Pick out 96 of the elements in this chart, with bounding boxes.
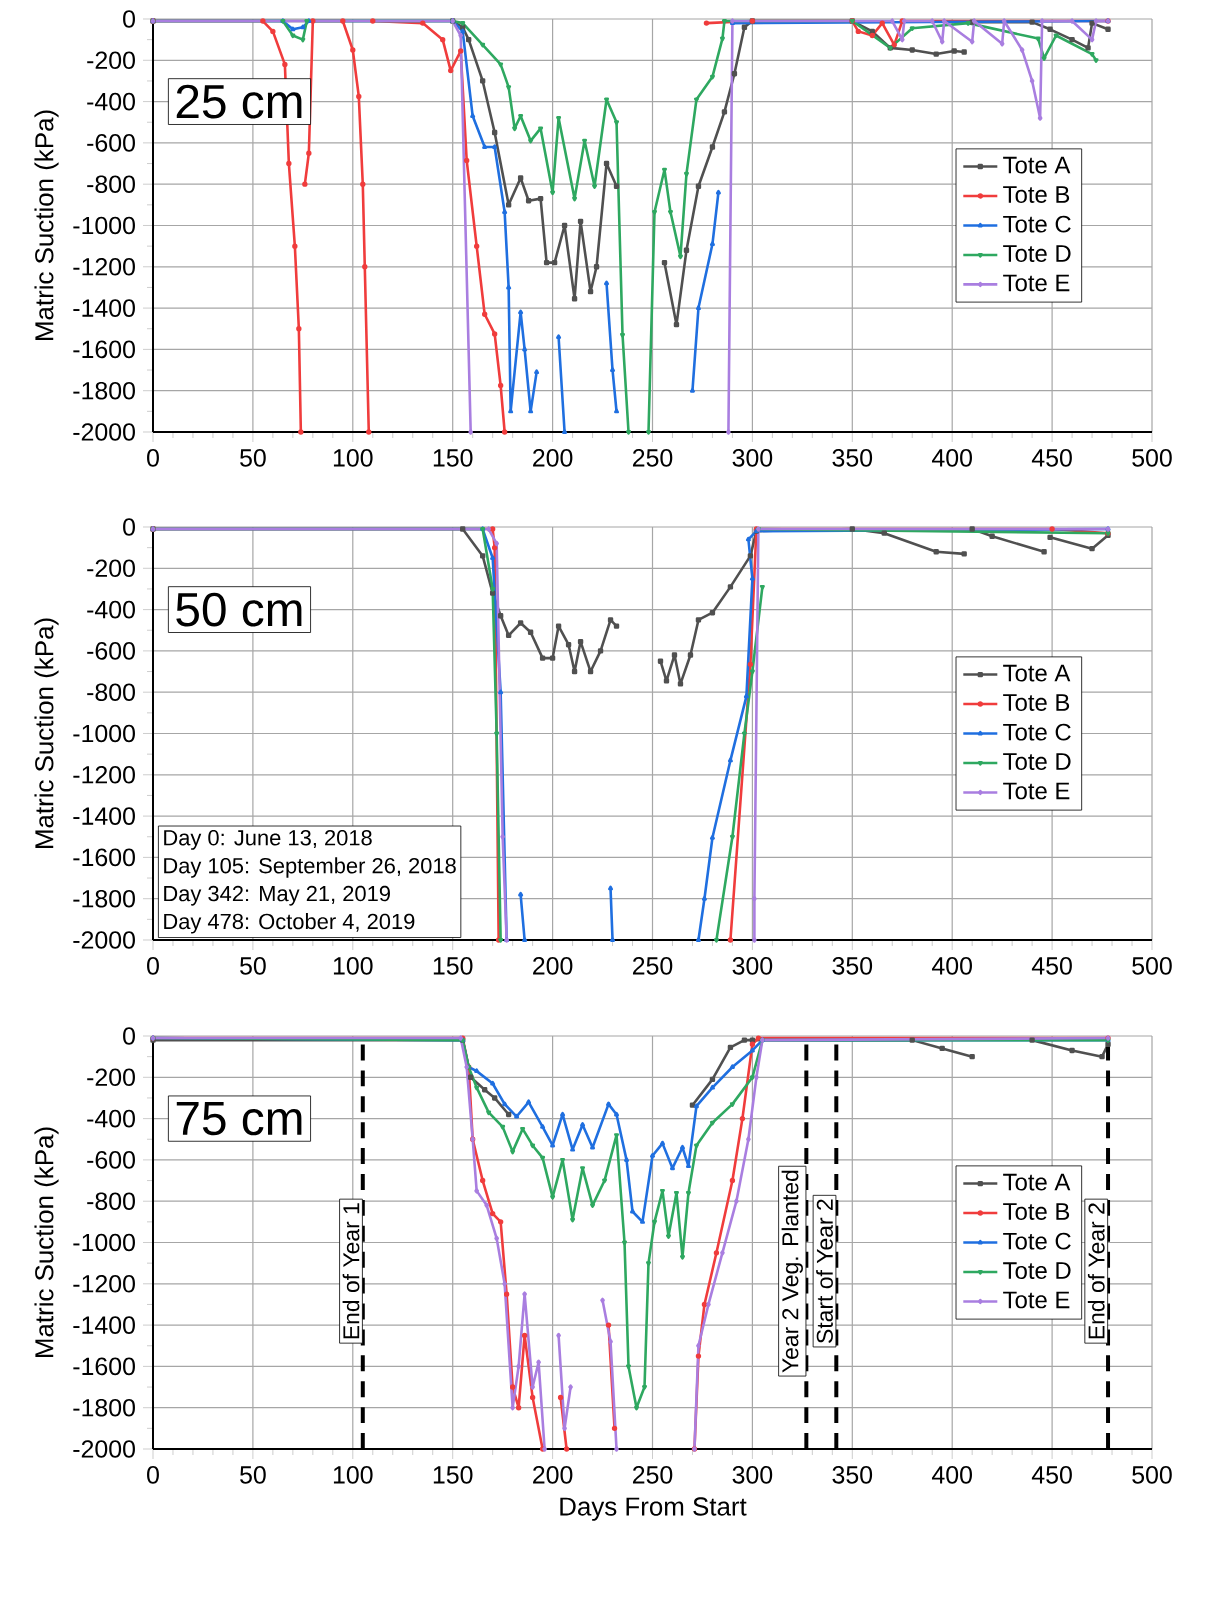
y-tick-label: 0 bbox=[123, 1027, 135, 1045]
y-tick-label: -200 bbox=[87, 1068, 135, 1087]
annotation: 25 cm bbox=[176, 84, 302, 119]
x-tick-label: 200 bbox=[533, 1466, 573, 1484]
x-tick-label: 400 bbox=[931, 1466, 972, 1484]
legend-label: Tote E bbox=[1003, 1291, 1070, 1309]
legend-label: Tote D bbox=[1003, 1262, 1071, 1279]
x-tick-label: 150 bbox=[433, 1466, 473, 1484]
legend-label: Tote C bbox=[1003, 1232, 1071, 1250]
annotation: Day 105: September 26, 2018 bbox=[164, 857, 456, 878]
legend-label: Tote C bbox=[1003, 723, 1071, 741]
y-tick-label: -1200 bbox=[73, 257, 135, 276]
legend-label: Tote B bbox=[1003, 694, 1070, 711]
annotation: Day 0: June 13, 2018 bbox=[164, 830, 372, 850]
x-tick-label: 350 bbox=[832, 957, 873, 975]
y-tick-label: -600 bbox=[87, 134, 135, 152]
x-tick-label: 50 bbox=[240, 1466, 266, 1484]
y-tick-label: -1600 bbox=[73, 340, 135, 359]
legend-label: Tote E bbox=[1003, 782, 1070, 800]
x-tick-label: 300 bbox=[732, 1466, 773, 1484]
legend-label: Tote D bbox=[1003, 245, 1071, 262]
x-tick-label: 100 bbox=[333, 449, 373, 467]
legend-label: Tote A bbox=[1003, 1173, 1071, 1191]
y-tick-label: -1000 bbox=[73, 724, 135, 743]
y-tick-label: -1800 bbox=[73, 381, 135, 400]
x-axis-title: Days From Start bbox=[560, 1497, 747, 1521]
y-tick-label: -800 bbox=[87, 683, 135, 702]
y-tick-label: -1400 bbox=[73, 807, 135, 825]
x-tick-label: 500 bbox=[1132, 449, 1172, 467]
x-tick-label: 0 bbox=[147, 1466, 159, 1484]
x-tick-label: 500 bbox=[1132, 957, 1172, 975]
y-tick-label: -600 bbox=[87, 1151, 135, 1169]
annotation: 75 cm bbox=[176, 1101, 302, 1136]
y-tick-label: -400 bbox=[87, 600, 135, 619]
y-tick-label: -1800 bbox=[73, 889, 135, 908]
annotation: Day 478: October 4, 2019 bbox=[164, 913, 415, 934]
y-tick-label: -1000 bbox=[73, 1233, 135, 1252]
y-axis-title: Matric Suction (kPa) bbox=[34, 618, 59, 848]
ref-line-label: Start of Year 2 bbox=[816, 1199, 833, 1343]
y-axis-title: Matric Suction (kPa) bbox=[34, 110, 59, 340]
x-tick-label: 250 bbox=[632, 449, 673, 467]
y-tick-label: -1400 bbox=[73, 299, 135, 317]
y-tick-label: -2000 bbox=[73, 423, 135, 441]
y-tick-label: -400 bbox=[87, 92, 135, 111]
x-tick-label: 100 bbox=[333, 957, 373, 975]
x-tick-label: 300 bbox=[732, 449, 773, 467]
annotation: Day 342: May 21, 2019 bbox=[164, 885, 390, 906]
x-tick-label: 300 bbox=[732, 957, 773, 975]
y-tick-label: -1600 bbox=[73, 848, 135, 867]
legend-label: Tote B bbox=[1003, 186, 1070, 203]
x-tick-label: 50 bbox=[240, 449, 266, 467]
y-tick-label: -2000 bbox=[73, 931, 135, 949]
y-tick-label: -1400 bbox=[73, 1316, 135, 1334]
ref-line-label: End of Year 1 bbox=[342, 1203, 360, 1339]
y-tick-label: -200 bbox=[87, 559, 135, 578]
x-tick-label: 450 bbox=[1031, 957, 1072, 975]
legend-label: Tote A bbox=[1003, 156, 1071, 174]
y-tick-label: 0 bbox=[123, 518, 135, 536]
y-tick-label: -600 bbox=[87, 642, 135, 660]
y-tick-label: -1200 bbox=[73, 1275, 135, 1293]
y-tick-label: -1200 bbox=[73, 765, 135, 784]
legend-label: Tote C bbox=[1003, 215, 1071, 233]
x-tick-label: 50 bbox=[240, 957, 266, 975]
y-tick-label: -2000 bbox=[73, 1440, 135, 1458]
y-tick-label: -1800 bbox=[73, 1398, 135, 1417]
ref-line-label: Year 2 Veg. Planted bbox=[781, 1170, 803, 1373]
x-tick-label: 350 bbox=[832, 1466, 873, 1484]
y-tick-label: -800 bbox=[87, 1192, 135, 1211]
legend-label: Tote D bbox=[1003, 753, 1071, 770]
y-tick-label: -200 bbox=[87, 51, 135, 70]
x-tick-label: 250 bbox=[632, 957, 673, 975]
y-tick-label: -400 bbox=[87, 1109, 135, 1128]
x-tick-label: 450 bbox=[1031, 1466, 1072, 1484]
x-tick-label: 500 bbox=[1132, 1466, 1172, 1484]
ref-line-label: End of Year 2 bbox=[1087, 1203, 1105, 1339]
y-tick-label: -1000 bbox=[73, 216, 135, 235]
x-tick-label: 400 bbox=[931, 957, 972, 975]
x-tick-label: 150 bbox=[433, 957, 473, 975]
legend-label: Tote A bbox=[1003, 664, 1071, 682]
y-tick-label: 0 bbox=[123, 10, 135, 28]
x-tick-label: 0 bbox=[147, 449, 159, 467]
x-tick-label: 200 bbox=[533, 449, 573, 467]
y-tick-label: -800 bbox=[87, 175, 135, 194]
x-tick-label: 100 bbox=[333, 1466, 373, 1484]
legend-label: Tote B bbox=[1003, 1203, 1070, 1220]
y-axis-title: Matric Suction (kPa) bbox=[34, 1127, 59, 1357]
x-tick-label: 150 bbox=[433, 449, 473, 467]
x-tick-label: 200 bbox=[533, 957, 573, 975]
x-tick-label: 250 bbox=[632, 1466, 673, 1484]
x-tick-label: 350 bbox=[832, 449, 873, 467]
legend-label: Tote E bbox=[1003, 274, 1070, 292]
x-tick-label: 400 bbox=[931, 449, 972, 467]
x-tick-label: 0 bbox=[147, 957, 159, 975]
annotation: 50 cm bbox=[176, 592, 302, 627]
x-tick-label: 450 bbox=[1031, 449, 1072, 467]
y-tick-label: -1600 bbox=[73, 1357, 135, 1376]
